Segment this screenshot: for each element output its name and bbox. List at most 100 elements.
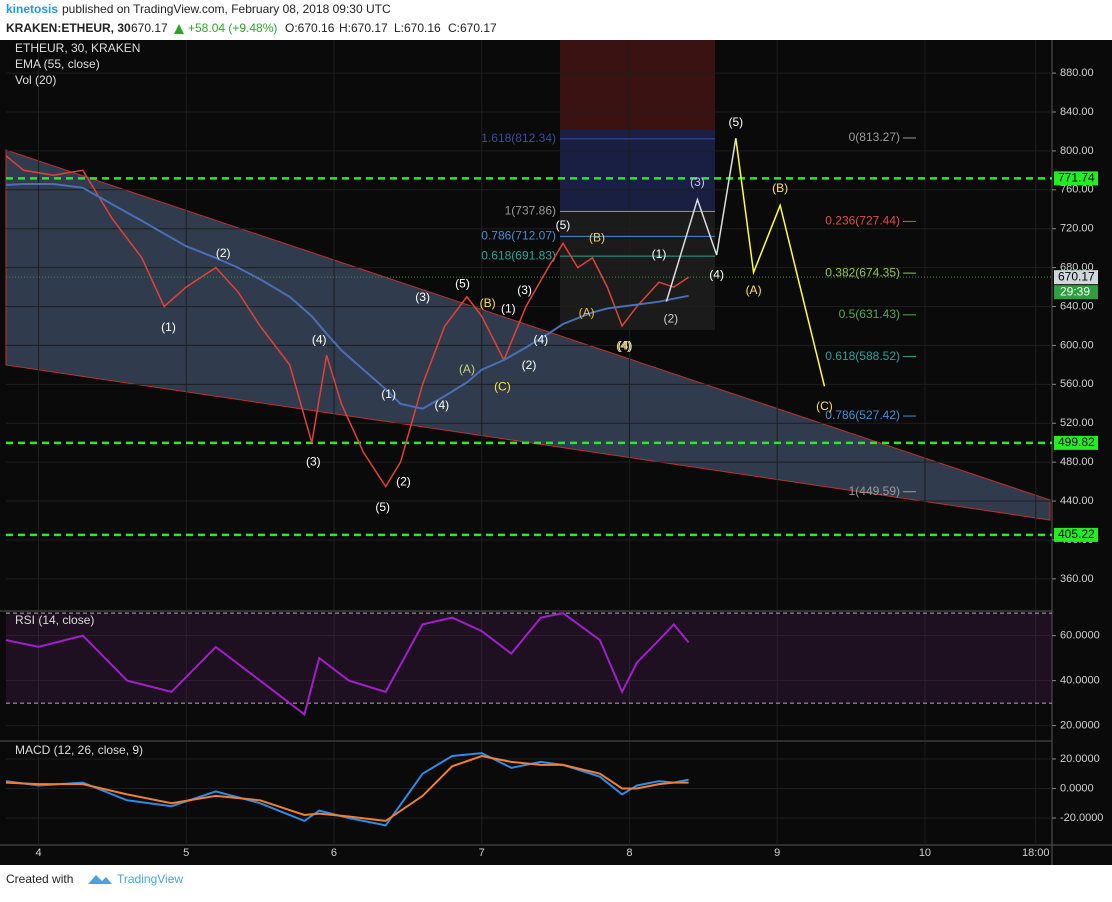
y-tick-label: 20.0000 xyxy=(1060,753,1100,765)
y-tick-label: 360.00 xyxy=(1060,573,1094,585)
legend-entry: Vol (20) xyxy=(15,73,56,87)
y-tick-label: 440.00 xyxy=(1060,495,1094,507)
y-tick-label: 20.0000 xyxy=(1060,720,1100,732)
level-box xyxy=(1054,527,1098,542)
y-tick-label: 60.0000 xyxy=(1060,630,1100,642)
wave-projection xyxy=(665,138,737,302)
chart-bg xyxy=(0,40,1112,865)
wave-label: (5) xyxy=(375,500,390,514)
countdown: 29:39 xyxy=(1060,284,1090,298)
y-tick-label: 880.00 xyxy=(1060,67,1094,79)
level-label: 499.82 xyxy=(1058,435,1095,449)
wave-label: (1) xyxy=(381,387,396,401)
level-label: 771.74 xyxy=(1058,171,1095,185)
y-tick-label: 0.0000 xyxy=(1060,782,1094,794)
level-box xyxy=(1054,171,1098,186)
fib-label: 0.786(712.07) xyxy=(481,229,556,243)
y-tick-label: -20.0000 xyxy=(1060,812,1103,824)
y-tick-label: 840.00 xyxy=(1060,106,1094,118)
wave-label: (B) xyxy=(480,296,496,310)
symbol: KRAKEN:ETHEUR, 30 xyxy=(6,21,131,35)
legend-entry: MACD (12, 26, close, 9) xyxy=(15,743,143,757)
x-tick-label: 9 xyxy=(774,847,780,859)
x-tick-label: 7 xyxy=(479,847,485,859)
fib-label: 0.382(674.35) xyxy=(825,265,900,279)
countdown-box xyxy=(1054,285,1098,300)
rsi-fill xyxy=(6,613,1052,704)
wave-label: (2) xyxy=(396,475,411,489)
wave-label: (A) xyxy=(459,362,475,376)
fib-label: 0.618(588.52) xyxy=(825,349,900,363)
wave-label: (C) xyxy=(494,379,511,393)
header-bg xyxy=(0,0,1112,40)
series-line xyxy=(5,612,690,717)
wave-label: (4) xyxy=(312,333,327,347)
up-icon xyxy=(174,24,184,34)
wave-label: (3) xyxy=(415,290,430,304)
last: 670.17 xyxy=(131,21,168,35)
last-label: 670.17 xyxy=(1058,269,1095,283)
legend-entry: EMA (55, close) xyxy=(15,57,100,71)
wave-label: (3) xyxy=(517,283,532,297)
series-line xyxy=(5,183,689,410)
series-line xyxy=(5,155,690,488)
fib-label: 1(737.86) xyxy=(505,204,556,218)
channel xyxy=(5,149,1051,521)
footer-bg xyxy=(0,865,1112,897)
wave-label: (3) xyxy=(690,175,705,189)
wave-label: (B) xyxy=(589,231,605,245)
fib-label: 0.5(631.43) xyxy=(839,307,900,321)
y-tick-label: 40.0000 xyxy=(1060,675,1100,687)
x-tick-label: 4 xyxy=(35,847,41,859)
y-tick-label: 720.00 xyxy=(1060,223,1094,235)
fib-label: 0.236(727.44) xyxy=(825,214,900,228)
level-box xyxy=(1054,435,1098,450)
level-label: 405.22 xyxy=(1058,527,1095,541)
fib-label: 0(813.27) xyxy=(849,130,900,144)
wave-label: (2) xyxy=(522,358,537,372)
wave-label: (4) xyxy=(533,333,548,347)
wave-label: (1) xyxy=(652,247,667,261)
user: kinetosis xyxy=(6,2,58,16)
x-tick-label: 5 xyxy=(183,847,189,859)
fib-label: 1.618(812.34) xyxy=(481,131,556,145)
y-tick-label: 480.00 xyxy=(1060,456,1094,468)
wave-label: (2) xyxy=(216,246,231,260)
open: O:670.16 xyxy=(285,21,335,35)
y-tick-label: 760.00 xyxy=(1060,184,1094,196)
zone-red xyxy=(560,40,715,130)
wave-label: (3) xyxy=(306,454,321,468)
wave-projection xyxy=(735,138,826,387)
wave-label: (5) xyxy=(729,115,744,129)
x-tick-label: 10 xyxy=(919,847,931,859)
series-line xyxy=(5,754,689,822)
low: L:670.16 xyxy=(394,21,441,35)
wave-label: (1) xyxy=(501,302,516,316)
wave-label: (5) xyxy=(455,276,470,290)
wave-label: (4) xyxy=(709,268,724,282)
fib-label: 0.786(527.42) xyxy=(825,408,900,422)
tv-logo xyxy=(88,875,112,884)
fib-label: 1(449.59) xyxy=(849,484,900,498)
published: published on TradingView.com, February 0… xyxy=(62,2,391,16)
brand[interactable]: TradingView xyxy=(117,872,183,886)
y-tick-label: 560.00 xyxy=(1060,378,1094,390)
y-tick-label: 520.00 xyxy=(1060,417,1094,429)
legend-entry: ETHEUR, 30, KRAKEN xyxy=(15,41,140,55)
x-tick-label: 18:00 xyxy=(1022,847,1050,859)
last-box xyxy=(1054,270,1098,285)
y-tick-label: 800.00 xyxy=(1060,145,1094,157)
wave-label: (4) xyxy=(616,339,631,353)
zone-gray xyxy=(560,210,715,330)
high: H:670.17 xyxy=(339,21,388,35)
fib-label: 0.618(691.83) xyxy=(481,248,556,262)
series-line xyxy=(5,752,689,827)
zone-blue xyxy=(560,130,715,210)
wave-label: (A) xyxy=(579,305,595,319)
close: C:670.17 xyxy=(448,21,497,35)
y-tick-label: 600.00 xyxy=(1060,339,1094,351)
wave-label: (1) xyxy=(161,320,176,334)
change: +58.04 (+9.48%) xyxy=(188,21,277,35)
wave-label: (4) xyxy=(434,398,449,412)
